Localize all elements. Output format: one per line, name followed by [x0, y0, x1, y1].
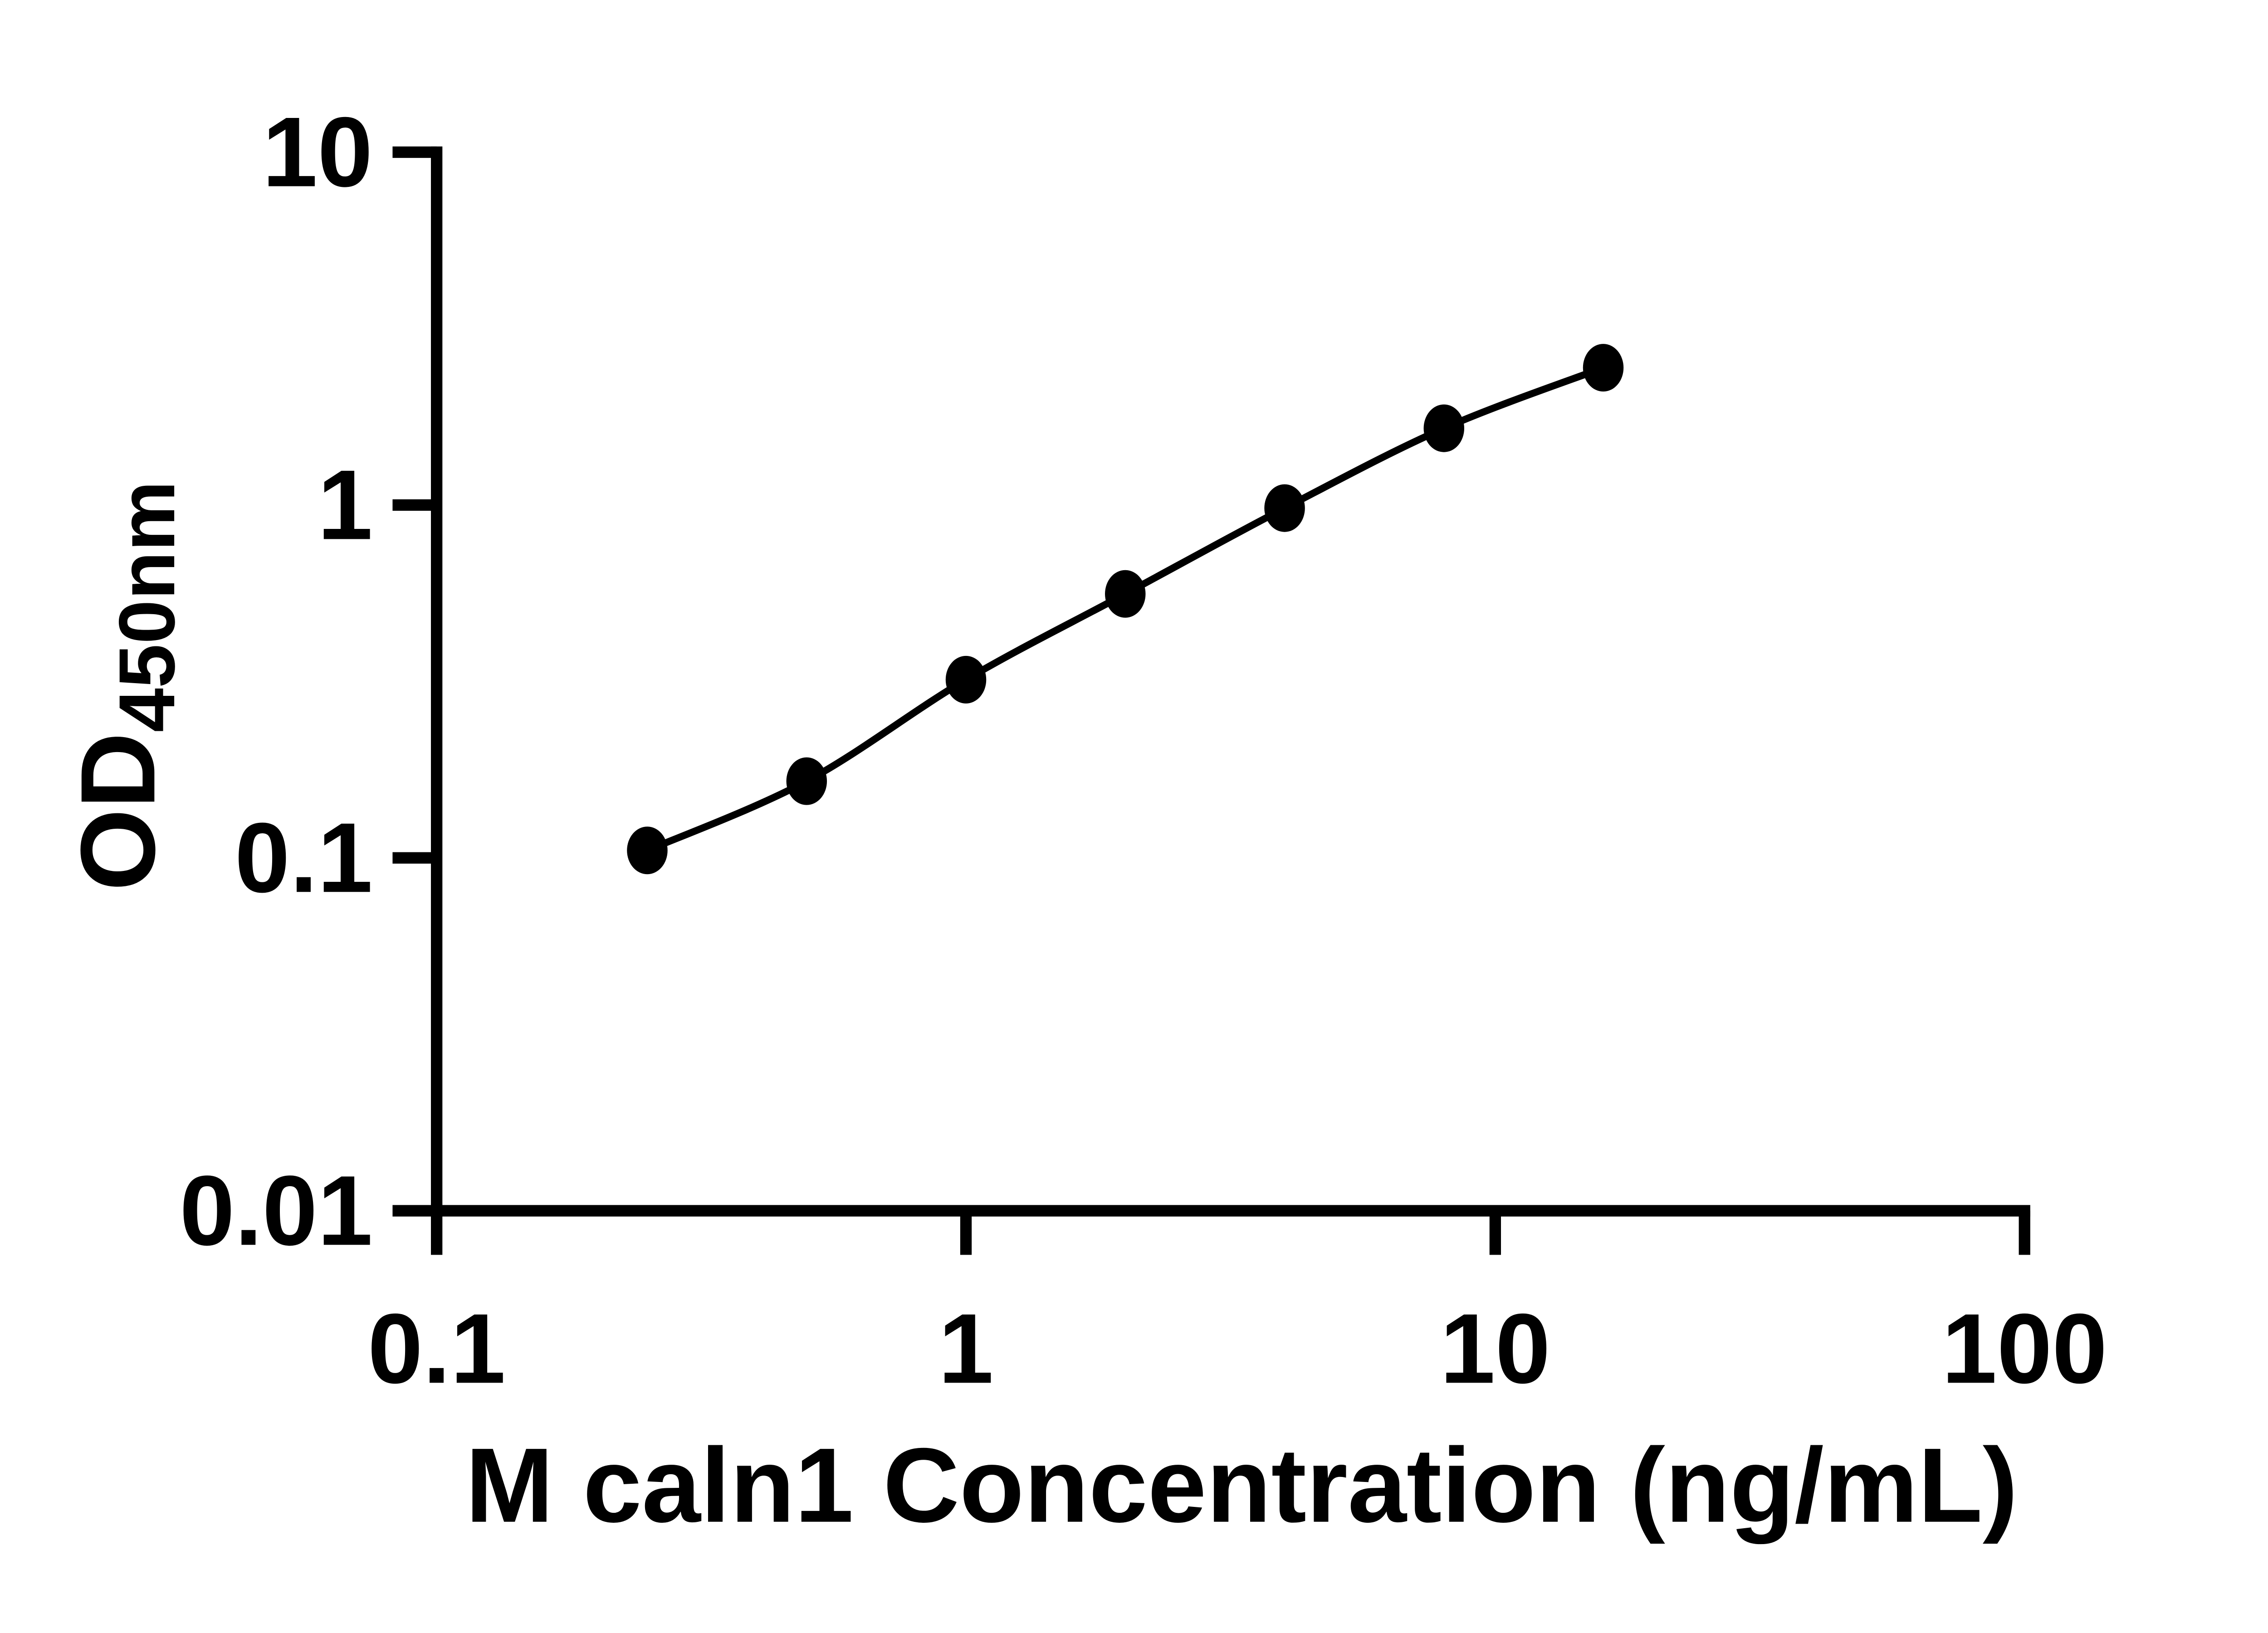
x-axis-title: M caln1 Concentration (ng/mL)	[465, 1427, 2018, 1545]
y-axis-title: OD450nm	[59, 481, 191, 891]
data-point-4	[1264, 484, 1305, 532]
y-axis-ticks	[392, 146, 437, 1217]
y-tick-label-0.01: 0.01	[180, 1155, 373, 1266]
y-tick-label-1: 1	[318, 450, 373, 560]
elisa-standard-curve-chart: 10 1 0.1 0.01 0.1 1 10 100 M caln1 Concentrati…	[59, 97, 2107, 1545]
y-axis-title-subscript: 450nm	[103, 481, 191, 733]
data-point-8	[1423, 404, 1465, 452]
x-axis-ticks	[431, 1211, 2030, 1255]
y-axis-title-main: OD	[59, 732, 177, 891]
x-tick-label-10: 10	[1440, 1293, 1550, 1404]
data-point-16	[1583, 344, 1624, 392]
x-tick-label-1: 1	[938, 1293, 994, 1404]
data-point-0.25	[627, 826, 668, 875]
data-point-2	[1105, 570, 1146, 618]
series-points	[627, 344, 1624, 875]
data-point-0.5	[786, 757, 827, 805]
y-tick-label-0.1: 0.1	[235, 802, 373, 913]
x-axis-tick-labels: 0.1 1 10 100	[368, 1293, 2107, 1404]
x-tick-label-100: 100	[1942, 1293, 2107, 1404]
y-tick-label-10: 10	[262, 97, 372, 207]
figure-canvas: 10 1 0.1 0.01 0.1 1 10 100 M caln1 Concentrati…	[59, 97, 2107, 1545]
data-point-1	[945, 655, 987, 704]
x-tick-label-0.1: 0.1	[368, 1293, 506, 1404]
y-axis-tick-labels: 10 1 0.1 0.01	[180, 97, 373, 1266]
